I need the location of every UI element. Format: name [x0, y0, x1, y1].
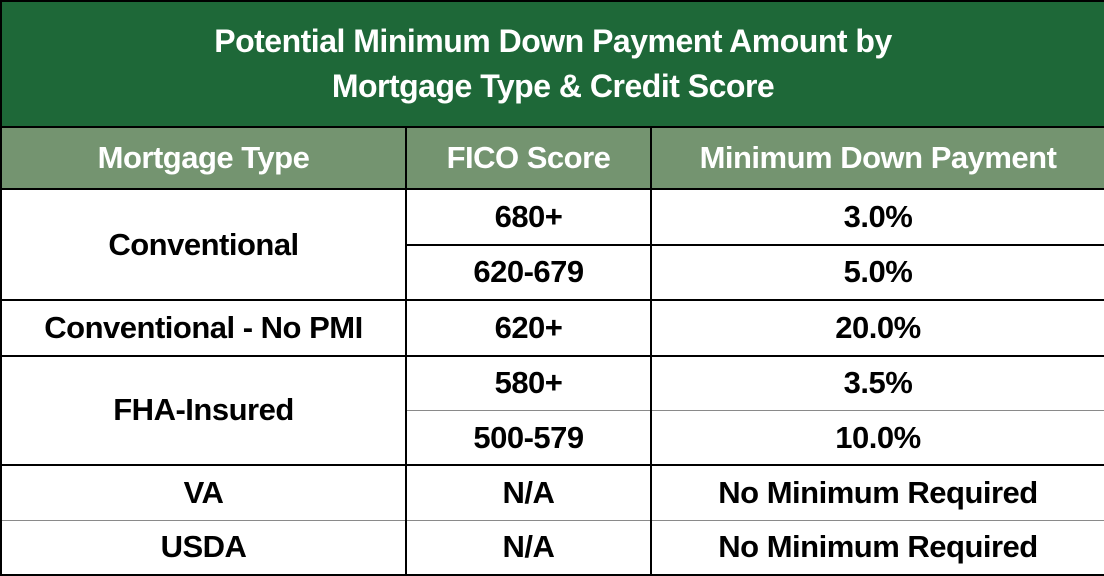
cell-fico-score: N/A [405, 464, 652, 521]
title-row: Potential Minimum Down Payment Amount by… [0, 0, 1104, 128]
page-title: Potential Minimum Down Payment Amount by… [0, 0, 1104, 128]
cell-mortgage-type-conventional-no-pmi: Conventional - No PMI [0, 299, 407, 357]
table-row: Conventional - No PMI 620+ 20.0% [0, 299, 1104, 357]
column-header-fico-score: FICO Score [405, 126, 652, 190]
cell-mortgage-type-fha-insured: FHA-Insured [0, 354, 407, 467]
cell-mortgage-type-va: VA [0, 464, 407, 521]
table-row: 500-579 10.0% [1, 409, 1104, 467]
cell-fico-score: N/A [405, 519, 652, 576]
cell-fico-score: 620-679 [405, 243, 652, 302]
cell-fico-score: 580+ [405, 354, 652, 411]
cell-minimum-down-payment: 5.0% [649, 243, 1104, 302]
cell-minimum-down-payment: 3.0% [649, 188, 1104, 246]
column-header-minimum-down-payment: Minimum Down Payment [649, 126, 1104, 190]
cell-mortgage-type-conventional: Conventional [0, 187, 407, 302]
cell-minimum-down-payment: 3.5% [649, 354, 1104, 411]
cell-mortgage-type-usda: USDA [0, 519, 407, 576]
cell-minimum-down-payment: No Minimum Required [649, 519, 1104, 576]
title-line-2: Mortgage Type & Credit Score [331, 68, 775, 104]
table-row: FHA-Insured 580+ 3.5% [0, 354, 1104, 467]
table-row: Conventional 680+ 3.0% [0, 187, 1104, 302]
cell-fico-score: 620+ [405, 299, 652, 357]
cell-fico-score: 500-579 [405, 409, 652, 467]
title-line-1: Potential Minimum Down Payment Amount by [214, 22, 892, 59]
table-row: USDA N/A No Minimum Required [0, 519, 1104, 576]
table-row: VA N/A No Minimum Required [0, 464, 1104, 521]
cell-minimum-down-payment: 10.0% [649, 409, 1104, 467]
column-header-mortgage-type: Mortgage Type [0, 126, 407, 190]
column-header-row: Mortgage Type FICO Score Minimum Down Pa… [0, 126, 1104, 190]
cell-fico-score: 680+ [405, 188, 652, 246]
cell-minimum-down-payment: No Minimum Required [649, 464, 1104, 521]
cell-minimum-down-payment: 20.0% [649, 299, 1104, 357]
table-row: 620-679 5.0% [1, 243, 1104, 302]
